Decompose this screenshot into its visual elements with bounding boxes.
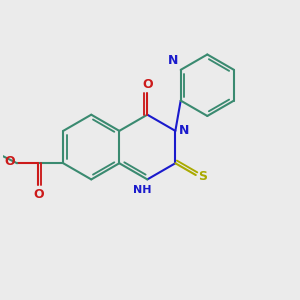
Text: N: N [168, 55, 178, 68]
Text: N: N [179, 124, 189, 137]
Text: O: O [33, 188, 44, 201]
Text: NH: NH [133, 185, 151, 195]
Text: O: O [142, 78, 153, 91]
Text: O: O [5, 155, 15, 168]
Text: S: S [198, 170, 207, 183]
